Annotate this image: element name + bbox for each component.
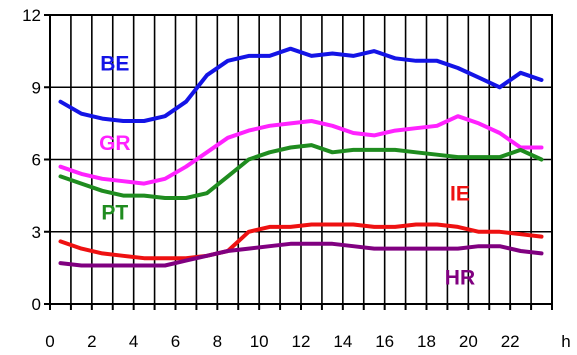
- y-tick-label: 3: [32, 223, 41, 242]
- series-label-gr: GR: [99, 132, 131, 155]
- series-line-be: [58, 46, 544, 123]
- x-tick-label: 0: [45, 332, 54, 351]
- x-tick-label: 16: [375, 332, 394, 351]
- series-labels: BE GR PT IE HR: [99, 52, 475, 289]
- x-tick-label: 8: [213, 332, 222, 351]
- x-unit-label: h: [561, 332, 570, 351]
- y-tick-label: 0: [32, 295, 41, 314]
- series-label-be: BE: [100, 52, 129, 75]
- series-line-gr: [58, 114, 544, 186]
- x-tick-label: 2: [87, 332, 96, 351]
- series-label-pt: PT: [101, 202, 128, 225]
- grid: [50, 15, 552, 304]
- x-tick-label: 6: [171, 332, 180, 351]
- y-tick-label: 12: [22, 6, 41, 25]
- series-lines: [58, 46, 544, 268]
- y-tick-label: 9: [32, 78, 41, 97]
- x-tick-label: 20: [459, 332, 478, 351]
- series-label-hr: HR: [445, 267, 475, 290]
- x-tick-label: 22: [501, 332, 520, 351]
- series-label-ie: IE: [450, 182, 470, 205]
- x-tick-label: 4: [129, 332, 138, 351]
- axes: 0 2 4 6 8 10 12 14 16 18 20 22 h 0 3 6 9 12: [22, 6, 571, 351]
- x-tick-label: 14: [333, 332, 352, 351]
- series-line-pt: [58, 143, 544, 200]
- x-tick-label: 12: [292, 332, 311, 351]
- x-tick-label: 18: [417, 332, 436, 351]
- x-tick-label: 10: [250, 332, 269, 351]
- series-line-ie: [58, 222, 544, 261]
- y-tick-label: 6: [32, 151, 41, 170]
- series-line-hr: [58, 241, 544, 268]
